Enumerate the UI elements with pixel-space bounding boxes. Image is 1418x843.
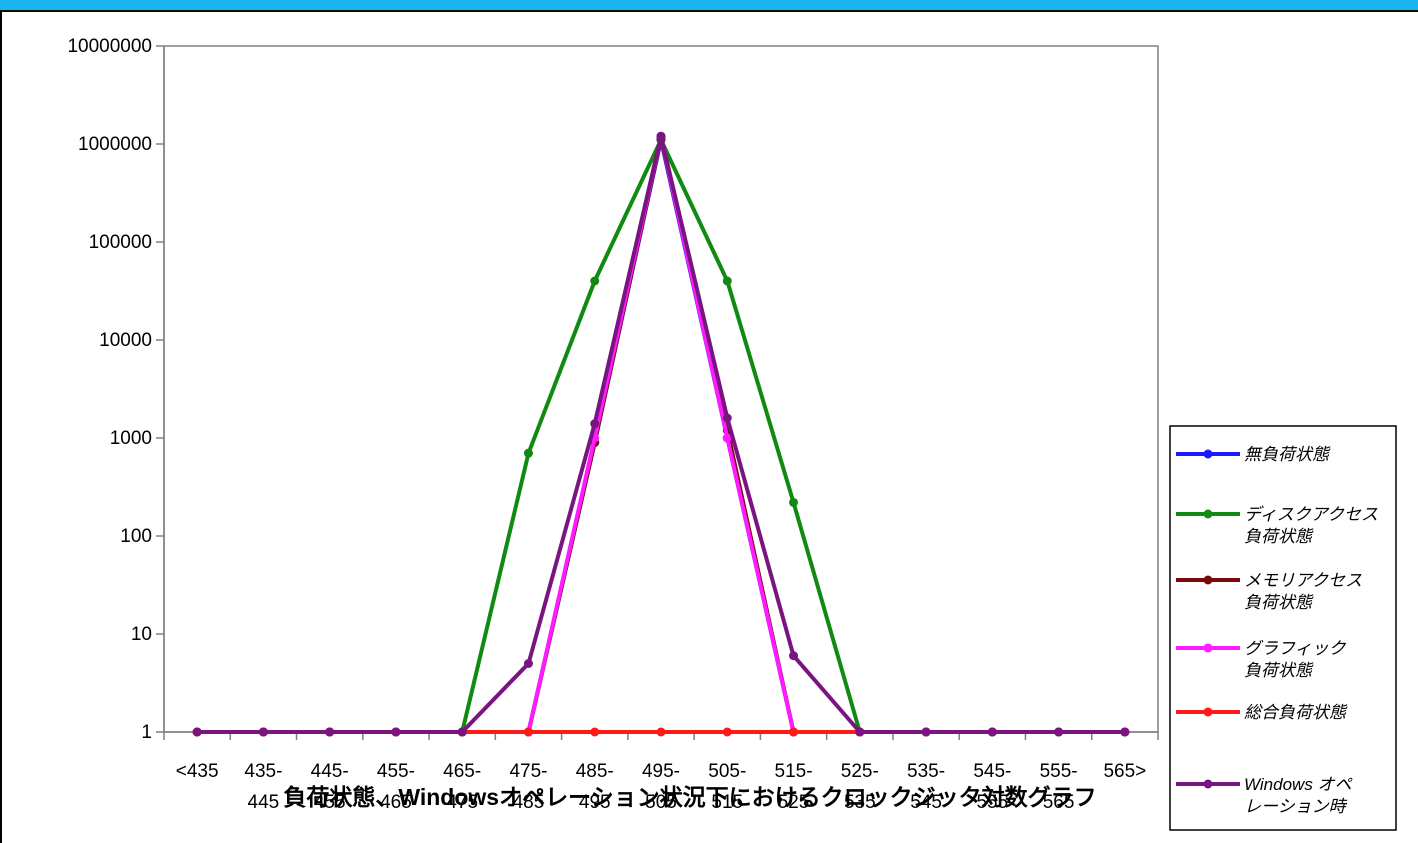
data-point (722, 433, 732, 443)
y-tick-label: 10 (131, 624, 152, 645)
x-tick-label-second-line: 495 (579, 792, 611, 813)
data-point (391, 727, 401, 737)
x-tick-label: 445- (311, 761, 349, 782)
x-tick-label: 545- (973, 761, 1011, 782)
legend-label: 無負荷状態 (1244, 445, 1331, 464)
data-point (523, 659, 533, 669)
legend-label: レーション時 (1244, 797, 1348, 816)
x-tick-label: 555- (1040, 761, 1078, 782)
y-tick-label: 10000000 (67, 36, 152, 57)
data-point (789, 651, 799, 661)
x-tick-label-second-line: 535 (844, 792, 876, 813)
legend-swatch-marker (1203, 707, 1213, 717)
legend-label: Windows オペ (1244, 775, 1354, 794)
series-6 (192, 131, 1130, 737)
data-point (457, 727, 467, 737)
x-tick-label: 455- (377, 761, 415, 782)
data-point (656, 131, 666, 141)
y-tick-label: 100 (120, 526, 152, 547)
data-point (523, 727, 533, 737)
legend-swatch-marker (1203, 575, 1213, 585)
legend-items: 無負荷状態ディスクアクセス負荷状態メモリアクセス負荷状態グラフィック負荷状態総合… (1176, 445, 1378, 816)
x-tick-label-second-line: 485 (513, 792, 545, 813)
data-point (590, 419, 600, 429)
legend-item: 無負荷状態 (1176, 445, 1331, 464)
legend-swatch-marker (1203, 449, 1213, 459)
legend-swatch-marker (1203, 643, 1213, 653)
x-tick-label-second-line: 565 (1043, 792, 1075, 813)
legend-item: 総合負荷状態 (1176, 703, 1348, 722)
x-tick-label: 505- (708, 761, 746, 782)
x-tick-label: 495- (642, 761, 680, 782)
legend-label: ディスクアクセス (1244, 505, 1378, 524)
data-point (855, 727, 865, 737)
legend: 無負荷状態ディスクアクセス負荷状態メモリアクセス負荷状態グラフィック負荷状態総合… (1169, 425, 1397, 831)
legend-label: 総合負荷状態 (1244, 703, 1348, 722)
data-point (1054, 727, 1064, 737)
x-tick-label-second-line: 455 (314, 792, 346, 813)
x-tick-label: 465- (443, 761, 481, 782)
chart-title: 負荷状態、Windowsオペレーション状況下におけるクロックジッタ対数グラフ (283, 784, 1096, 810)
top-bar (0, 0, 1418, 12)
legend-swatch-marker (1203, 509, 1213, 519)
x-tick-label: <435 (176, 761, 219, 782)
y-axis-ticks: 1 10 100 1000 10000 100000 1000000 10000000 (67, 36, 164, 743)
data-point (789, 497, 799, 507)
legend-label: 負荷状態 (1244, 593, 1314, 612)
x-tick-label-second-line: 505 (645, 792, 677, 813)
x-tick-label: 475- (509, 761, 547, 782)
data-point (789, 727, 799, 737)
x-tick-label-second-line: 515 (711, 792, 743, 813)
plot-area (163, 45, 1159, 733)
legend-label: グラフィック (1244, 639, 1347, 658)
x-tick-label-second-line: 445 (248, 792, 280, 813)
series-lines (192, 131, 1130, 737)
x-tick-label: 515- (775, 761, 813, 782)
legend-label: 負荷状態 (1244, 527, 1314, 546)
x-axis-ticks: <435 435- 445 445- 455 455- 465 465- 475 475- 485 4… (163, 732, 1159, 813)
x-tick-label: 525- (841, 761, 879, 782)
y-tick-label: 1000000 (78, 134, 152, 155)
x-tick-label: 485- (576, 761, 614, 782)
data-point (192, 727, 202, 737)
x-tick-label-second-line: 465 (380, 792, 412, 813)
left-border (0, 12, 2, 843)
data-point (722, 727, 732, 737)
x-tick-label-second-line: 545 (910, 792, 942, 813)
legend-label: 負荷状態 (1244, 661, 1314, 680)
data-point (722, 413, 732, 423)
y-tick-label: 1 (141, 722, 152, 743)
data-point (258, 727, 268, 737)
data-point (987, 727, 997, 737)
legend-label: メモリアクセス (1244, 571, 1362, 590)
data-point (325, 727, 335, 737)
x-tick-label-second-line: 525 (778, 792, 810, 813)
y-tick-label: 1000 (110, 428, 152, 449)
data-point (523, 448, 533, 458)
data-point (656, 727, 666, 737)
legend-box (1169, 425, 1397, 831)
data-point (590, 276, 600, 286)
data-point (1120, 727, 1130, 737)
data-point (722, 276, 732, 286)
x-tick-label: 435- (244, 761, 282, 782)
x-tick-label-second-line: 555 (976, 792, 1008, 813)
x-tick-label: 565> (1103, 761, 1146, 782)
data-point (921, 727, 931, 737)
y-tick-label: 100000 (89, 232, 152, 253)
x-tick-label-second-line: 475 (446, 792, 478, 813)
legend-swatch-marker (1203, 779, 1213, 789)
y-tick-label: 10000 (99, 330, 152, 351)
x-tick-label: 535- (907, 761, 945, 782)
data-point (590, 727, 600, 737)
